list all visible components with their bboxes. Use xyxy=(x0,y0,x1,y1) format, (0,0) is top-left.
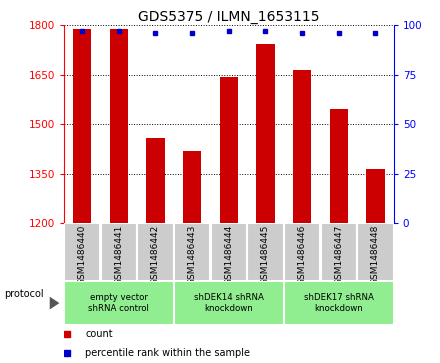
Text: GSM1486448: GSM1486448 xyxy=(371,225,380,285)
Bar xyxy=(321,223,357,281)
Text: protocol: protocol xyxy=(4,289,44,299)
Text: GSM1486444: GSM1486444 xyxy=(224,225,233,285)
Text: GSM1486441: GSM1486441 xyxy=(114,225,123,285)
Bar xyxy=(110,29,128,223)
Text: count: count xyxy=(85,329,113,339)
Text: GSM1486445: GSM1486445 xyxy=(261,225,270,285)
Bar xyxy=(174,281,284,325)
Bar xyxy=(357,223,394,281)
Bar xyxy=(146,138,165,223)
Bar xyxy=(73,29,92,223)
Text: GSM1486440: GSM1486440 xyxy=(77,225,87,285)
Bar xyxy=(174,223,210,281)
Text: percentile rank within the sample: percentile rank within the sample xyxy=(85,348,250,359)
Text: GSM1486446: GSM1486446 xyxy=(297,225,307,285)
Bar xyxy=(64,223,100,281)
Bar xyxy=(220,77,238,223)
Text: empty vector
shRNA control: empty vector shRNA control xyxy=(88,293,149,313)
Title: GDS5375 / ILMN_1653115: GDS5375 / ILMN_1653115 xyxy=(138,11,319,24)
Bar xyxy=(64,281,174,325)
Bar xyxy=(247,223,284,281)
Bar xyxy=(284,281,394,325)
Bar xyxy=(293,70,312,223)
Bar xyxy=(257,44,275,223)
Bar xyxy=(330,110,348,223)
Text: GSM1486447: GSM1486447 xyxy=(334,225,343,285)
Bar xyxy=(211,223,247,281)
Bar xyxy=(183,151,202,223)
Bar xyxy=(367,169,385,223)
Bar xyxy=(137,223,174,281)
Text: GSM1486443: GSM1486443 xyxy=(187,225,197,285)
Bar xyxy=(284,223,320,281)
Bar xyxy=(101,223,137,281)
Text: GSM1486442: GSM1486442 xyxy=(151,225,160,285)
Text: shDEK14 shRNA
knockdown: shDEK14 shRNA knockdown xyxy=(194,293,264,313)
Text: shDEK17 shRNA
knockdown: shDEK17 shRNA knockdown xyxy=(304,293,374,313)
